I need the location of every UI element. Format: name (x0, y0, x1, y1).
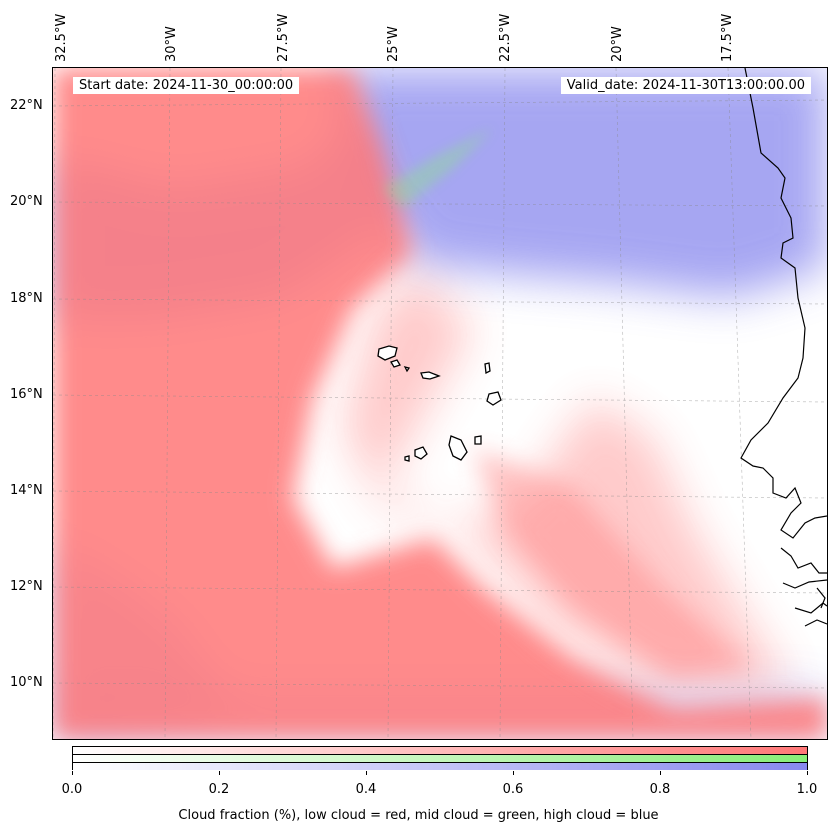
west-africa-coastline (740, 68, 827, 539)
island-santiago (448, 435, 468, 461)
valid-date-label: Valid_date: 2024-11-30T13:00:00.00 (560, 77, 811, 94)
island-sao-nicolau (420, 371, 441, 380)
lat-label-12n: 12°N (10, 579, 43, 594)
colorbar-separator (73, 762, 807, 763)
lat-label-20n: 20°N (10, 194, 43, 209)
colorbar-mid-cloud-green (73, 755, 807, 762)
lon-label-17-5w: 17.5°W (720, 13, 735, 62)
island-brava (404, 455, 410, 462)
lat-label-18n: 18°N (10, 291, 43, 306)
island-boa-vista (486, 391, 502, 406)
low-cloud-layer (53, 68, 827, 739)
island-sal (484, 362, 491, 374)
cape-verde-islands (377, 345, 502, 462)
start-date-label: Start date: 2024-11-30_00:00:00 (73, 77, 300, 94)
island-santa-luzia (403, 366, 411, 373)
lon-label-25w: 25°W (386, 26, 401, 62)
lon-label-20w: 20°W (610, 26, 625, 62)
lat-label-16n: 16°N (10, 387, 43, 402)
colorbar-tickmark (660, 771, 661, 775)
mid-cloud-layer (383, 128, 493, 208)
lon-label-22-5w: 22.5°W (498, 13, 513, 62)
colorbar-separator (73, 754, 807, 755)
cloud-fraction-map[interactable]: Start date: 2024-11-30_00:00:00 Valid_da… (52, 67, 828, 740)
lon-label-30w: 30°W (164, 26, 179, 62)
map-canvas (53, 68, 827, 739)
colorbar-tickmark (219, 771, 220, 775)
lat-label-10n: 10°N (10, 675, 43, 690)
colorbar-tick-label: 1.0 (796, 782, 818, 797)
island-sao-vicente (390, 359, 401, 368)
coastline (740, 68, 827, 627)
colorbar-tick-label: 0.2 (208, 782, 230, 797)
island-fogo (414, 446, 428, 460)
colorbar-tick-label: 0.0 (61, 782, 83, 797)
colorbar-tick-label: 0.4 (355, 782, 377, 797)
colorbar-tick-label: 0.8 (649, 782, 671, 797)
colorbar-low-cloud-red (73, 747, 807, 754)
colorbar-tickmark (807, 771, 808, 775)
colorbar-tickmark (513, 771, 514, 775)
colorbar-high-cloud-blue (73, 763, 807, 770)
colorbar-tick-label: 0.6 (502, 782, 524, 797)
lat-label-22n: 22°N (10, 98, 43, 113)
island-santo-antao (377, 345, 398, 361)
graticule (53, 68, 827, 739)
island-maio (474, 435, 482, 445)
lon-label-27-5w: 27.5°W (276, 13, 291, 62)
colorbar-tickmark (72, 771, 73, 775)
cloud-fraction-colorbar (72, 746, 808, 770)
colorbar-caption: Cloud fraction (%), low cloud = red, mid… (178, 808, 659, 823)
colorbar-tickmark (366, 771, 367, 775)
lat-label-14n: 14°N (10, 483, 43, 498)
lon-label-32-5w: 32.5°W (54, 13, 69, 62)
